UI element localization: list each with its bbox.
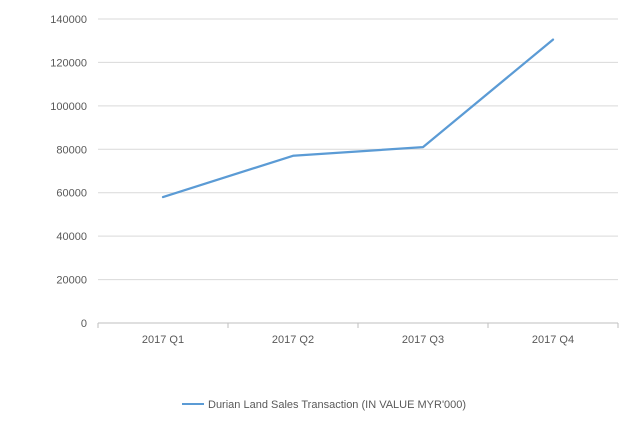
x-tick-label: 2017 Q4 <box>532 334 574 346</box>
y-tick-label: 120000 <box>50 57 87 69</box>
y-tick-label: 140000 <box>50 14 87 26</box>
y-tick-label: 100000 <box>50 101 87 113</box>
series-line <box>161 38 555 199</box>
y-axis-tick-labels: 0 20000 40000 60000 80000 100000 120000 140000 <box>50 14 87 330</box>
y-tick-label: 80000 <box>56 144 87 156</box>
y-tick-label: 40000 <box>56 231 87 243</box>
axes <box>97 322 619 328</box>
x-tick-label: 2017 Q2 <box>272 334 314 346</box>
y-tick-label: 60000 <box>56 188 87 200</box>
y-tick-label: 20000 <box>56 275 87 287</box>
legend-label: Durian Land Sales Transaction (IN VALUE … <box>208 399 466 411</box>
series-lines <box>161 38 555 199</box>
x-tick-label: 2017 Q1 <box>142 334 184 346</box>
legend: Durian Land Sales Transaction (IN VALUE … <box>182 399 466 411</box>
y-tick-label: 0 <box>81 318 87 330</box>
x-axis-tick-labels: 2017 Q1 2017 Q2 2017 Q3 2017 Q4 <box>142 334 574 346</box>
gridlines <box>98 18 618 281</box>
x-tick-label: 2017 Q3 <box>402 334 444 346</box>
